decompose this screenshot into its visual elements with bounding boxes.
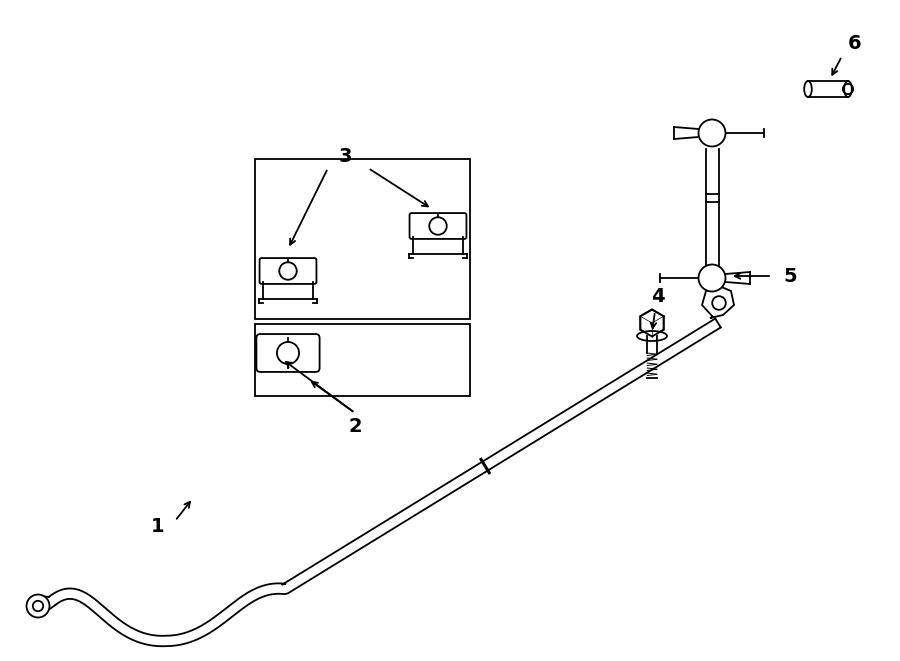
FancyBboxPatch shape xyxy=(410,213,466,239)
FancyBboxPatch shape xyxy=(256,334,320,372)
Ellipse shape xyxy=(844,81,851,97)
Circle shape xyxy=(698,264,725,292)
FancyBboxPatch shape xyxy=(259,258,317,284)
Bar xyxy=(255,324,470,396)
Text: 5: 5 xyxy=(783,266,796,286)
Text: 2: 2 xyxy=(348,416,362,436)
Polygon shape xyxy=(702,286,734,318)
Bar xyxy=(255,159,470,319)
Polygon shape xyxy=(640,309,663,336)
Circle shape xyxy=(26,594,50,617)
Ellipse shape xyxy=(805,81,812,97)
Circle shape xyxy=(698,120,725,147)
Text: 6: 6 xyxy=(848,34,862,52)
Text: 1: 1 xyxy=(151,516,165,535)
Ellipse shape xyxy=(637,331,667,341)
Text: 3: 3 xyxy=(338,147,352,165)
Text: 4: 4 xyxy=(652,286,665,305)
Bar xyxy=(808,81,848,97)
